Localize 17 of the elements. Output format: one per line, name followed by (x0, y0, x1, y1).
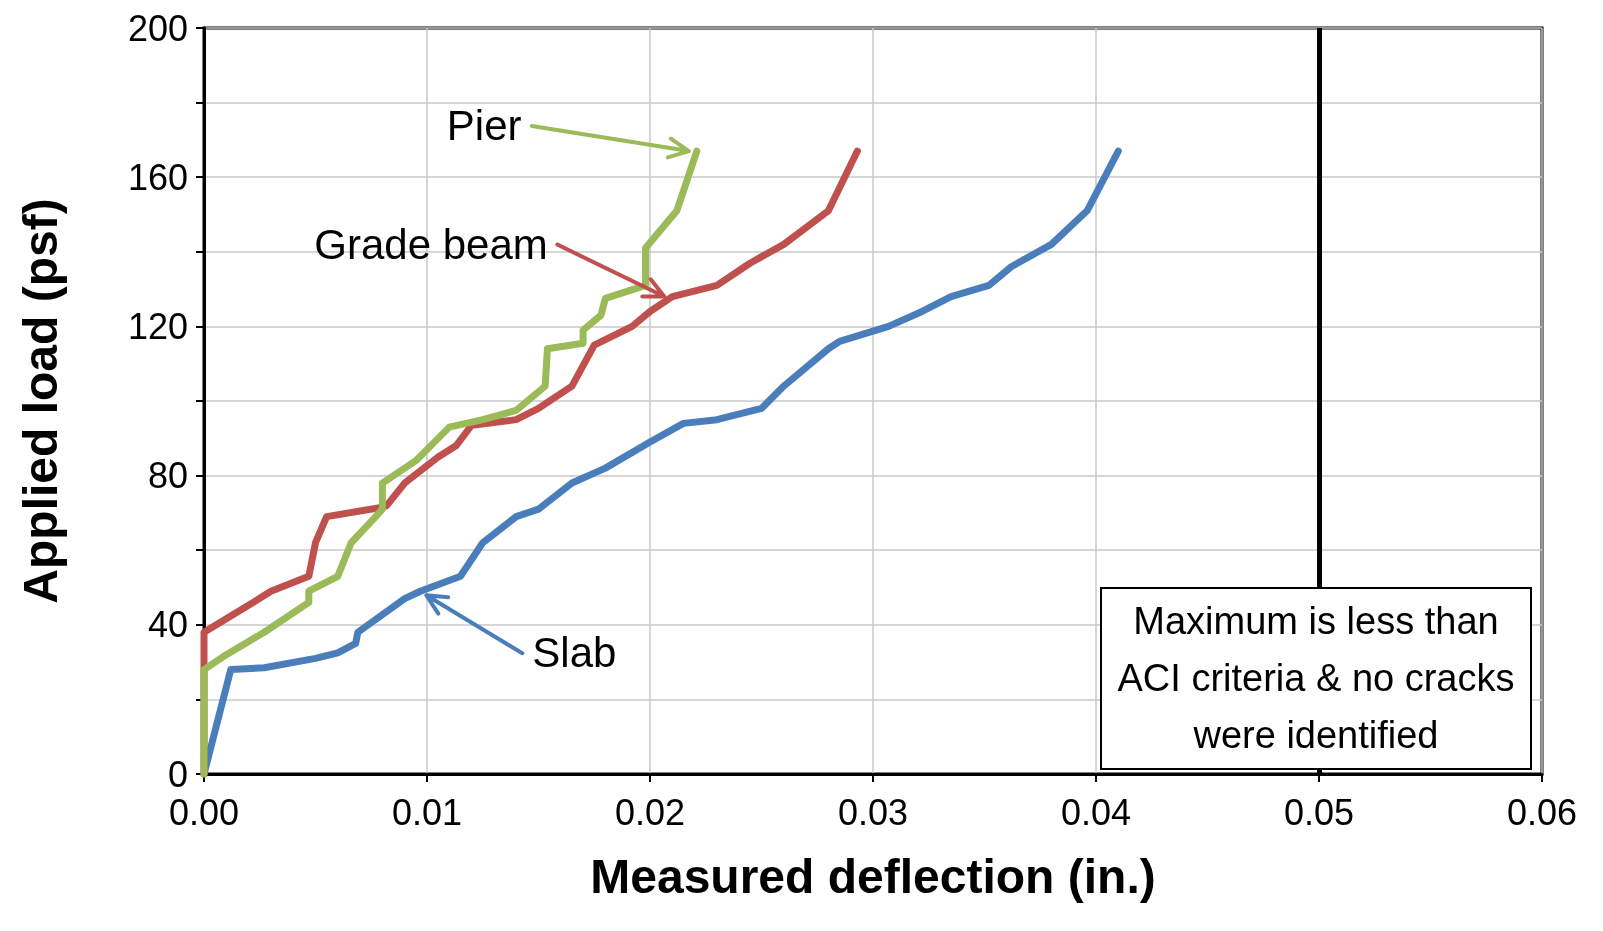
annotation: Maximum is less than ACI criteria & no cracks were identified (1100, 587, 1532, 770)
legend-label: Pier (446, 102, 522, 151)
x-tick-label: 0.01 (391, 791, 463, 833)
x-tick-label: 0.04 (1060, 791, 1132, 833)
x-axis-title: Measured deflection (in.) (590, 849, 1156, 903)
y-tick-label: 200 (127, 7, 188, 49)
x-tick-label: 0.06 (1506, 791, 1578, 833)
y-tick-label: 40 (147, 604, 188, 646)
legend-label: Grade beam (314, 220, 548, 269)
y-axis-title: Applied load (psf) (13, 198, 67, 604)
x-tick-label: 0.05 (1283, 791, 1355, 833)
text: Slab (532, 629, 617, 678)
y-tick-label: 120 (127, 305, 188, 347)
x-tick-label: 0.02 (614, 791, 686, 833)
x-tick-label: 0.03 (837, 791, 909, 833)
y-tick-label: 160 (127, 156, 188, 198)
y-tick-label: 80 (147, 455, 188, 497)
